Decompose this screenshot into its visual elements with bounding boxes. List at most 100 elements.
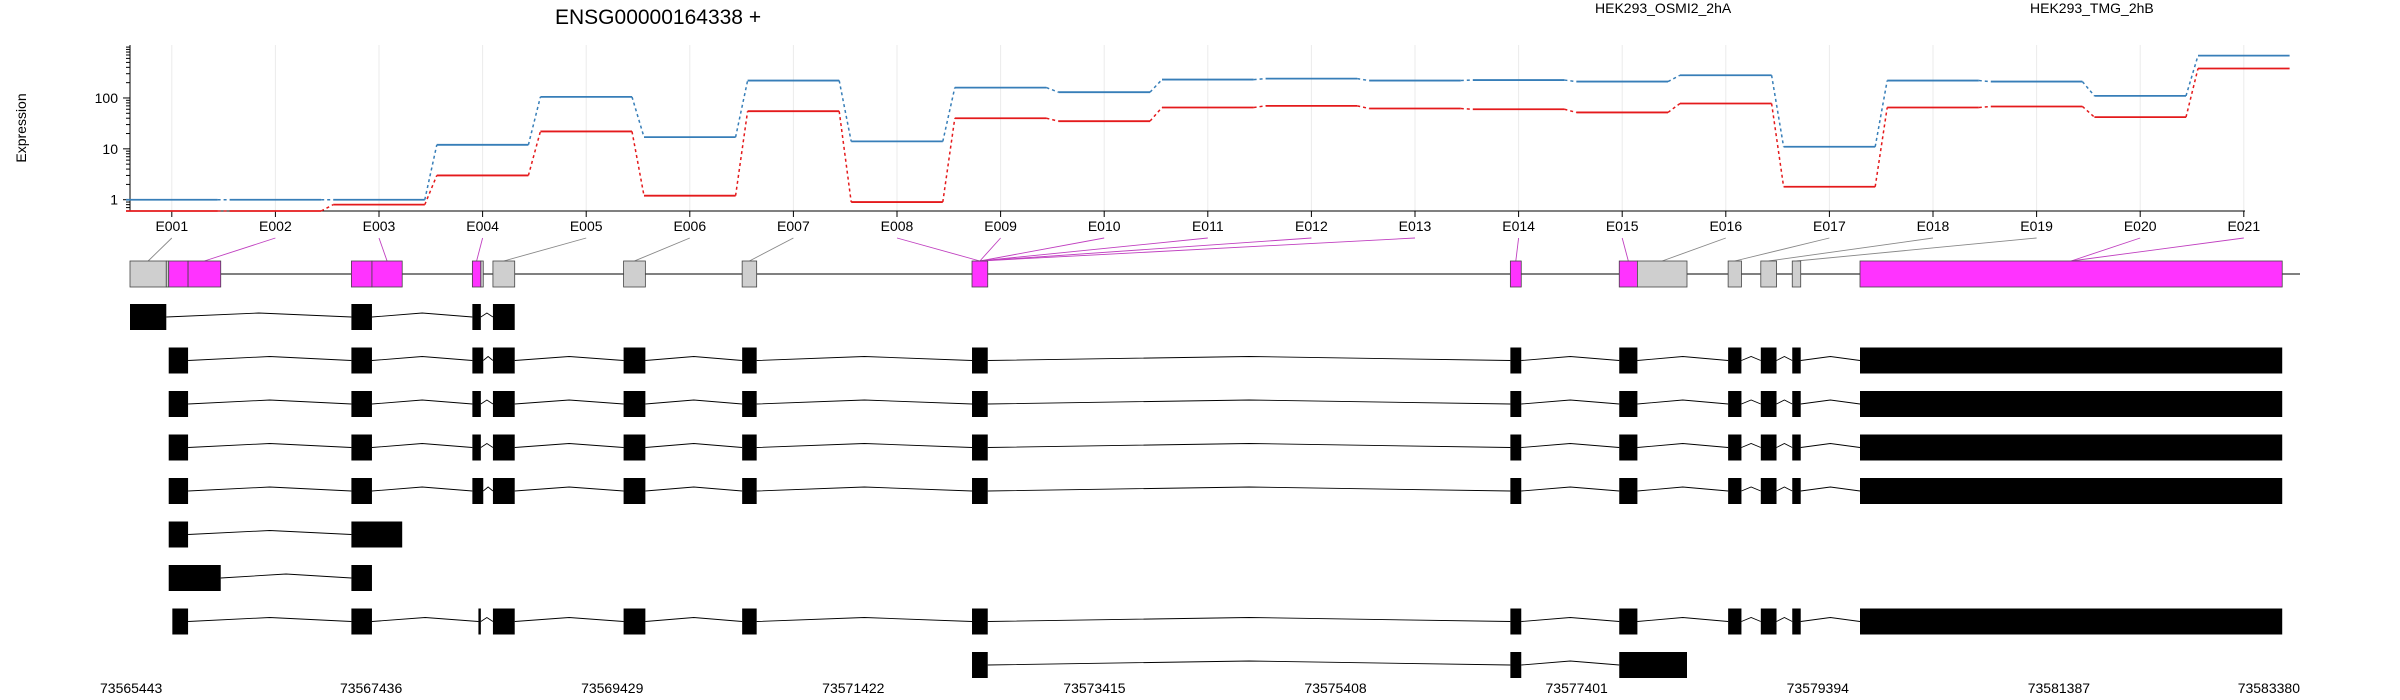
- transcript-intron: [645, 356, 743, 361]
- transcript-exon: [1792, 434, 1801, 461]
- connector-line: [979, 237, 1312, 262]
- series-osmi2: [126, 67, 2290, 212]
- x-tick-label-e002: E002: [259, 218, 292, 234]
- series-tmg: [126, 54, 2290, 201]
- connector-line: [2070, 237, 2141, 262]
- transcript-exon: [1510, 652, 1522, 678]
- transcript-intron: [1637, 356, 1729, 361]
- connector-line: [1734, 237, 1830, 262]
- transcript-intron: [1776, 442, 1793, 448]
- transcript-intron: [1776, 616, 1793, 622]
- transcript: [168, 391, 2283, 417]
- transcript: [168, 521, 403, 548]
- transcript-exon: [742, 391, 757, 417]
- transcript-exon: [1619, 608, 1638, 635]
- transcript-exon: [623, 347, 646, 374]
- transcript-intron: [645, 486, 743, 492]
- transcript-exon: [1859, 608, 2283, 635]
- transcript: [172, 608, 2283, 635]
- transcript-exon: [351, 391, 372, 417]
- transcript-intron: [756, 486, 973, 492]
- transcript-exon: [130, 304, 167, 330]
- x-tick-label-e001: E001: [155, 218, 188, 234]
- transcript-exon: [1619, 347, 1638, 374]
- transcript-intron: [1521, 399, 1620, 405]
- transcript-intron: [480, 399, 494, 405]
- connector-line: [1768, 237, 1934, 262]
- exonic-part: [1727, 260, 1742, 288]
- exonic-part: [971, 260, 989, 288]
- transcript-exon: [492, 478, 515, 504]
- transcript-intron: [987, 443, 1511, 448]
- transcript-exon: [1792, 608, 1801, 635]
- transcript-exon: [623, 434, 646, 461]
- transcript-exon: [1760, 434, 1777, 461]
- x-tick-label-e004: E004: [466, 218, 499, 234]
- transcript-exon: [478, 608, 481, 635]
- transcript-intron: [1800, 486, 1861, 492]
- transcript-exon: [1760, 347, 1777, 374]
- x-tick-label-e016: E016: [1709, 218, 1742, 234]
- exonic-part: [129, 260, 167, 288]
- transcript-exon: [1859, 478, 2283, 504]
- transcript-intron: [1521, 660, 1620, 666]
- exonic-part: [371, 260, 403, 288]
- series-transition: [1564, 108, 1577, 114]
- grid: [171, 45, 2245, 211]
- x-tick-label-e018: E018: [1917, 218, 1950, 234]
- transcript-exon: [472, 391, 481, 417]
- transcript-exon: [1510, 608, 1522, 635]
- transcript-exon: [351, 347, 372, 374]
- transcript-intron: [514, 443, 624, 448]
- transcript-intron: [188, 530, 352, 535]
- transcript-intron: [371, 617, 479, 622]
- transcript-intron: [514, 399, 624, 405]
- connector-line: [979, 237, 1208, 262]
- transcript-intron: [188, 399, 352, 405]
- transcript-exon: [492, 608, 515, 635]
- transcript-exon: [623, 478, 646, 504]
- transcript-intron: [188, 486, 352, 492]
- transcript-exon: [1728, 347, 1742, 374]
- transcript-intron: [371, 356, 473, 361]
- connector-line: [1796, 237, 2037, 262]
- exonic-part: [492, 260, 516, 288]
- transcript-intron: [1800, 356, 1861, 361]
- transcript-exon: [742, 434, 757, 461]
- transcript-intron: [1776, 399, 1793, 405]
- transcript-exon: [1792, 391, 1801, 417]
- transcript-exon: [168, 565, 221, 591]
- transcript-exon: [1728, 391, 1742, 417]
- transcript-exon: [742, 608, 757, 635]
- connector-line: [503, 237, 587, 262]
- transcript-exon: [1510, 434, 1522, 461]
- exonic-part: [623, 260, 646, 288]
- transcript-intron: [188, 443, 352, 448]
- transcript-intron: [1637, 443, 1729, 448]
- connector-line: [2071, 237, 2244, 262]
- transcript-exon: [472, 304, 481, 330]
- transcript-exon: [742, 478, 757, 504]
- coordinate-tick-label: 73567436: [340, 680, 403, 696]
- connector-line: [634, 237, 690, 262]
- connector-line: [1515, 237, 1520, 262]
- series-transition: [1046, 117, 1059, 122]
- genomic-coordinate-axis: 73565443 73567436 73569429 73571422 73573415…: [100, 680, 2300, 696]
- x-tick-label-e021: E021: [2227, 218, 2260, 234]
- series-transition: [942, 87, 956, 142]
- transcript-exon: [168, 347, 189, 374]
- transcript-intron: [756, 356, 973, 361]
- connector-line: [979, 237, 1416, 262]
- series-transition: [1874, 80, 1888, 147]
- transcript-exon: [1510, 347, 1522, 374]
- connector-line: [979, 237, 1001, 262]
- transcript-exon: [351, 434, 372, 461]
- transcript-exon: [1619, 391, 1638, 417]
- plot-axes: 1 10 100 E001 E002 E003 E004 E005 E006 E007 E008 E0…: [95, 45, 2260, 234]
- transcript-intron: [480, 616, 494, 622]
- x-tick-label-e017: E017: [1813, 218, 1846, 234]
- x-tick-label-e012: E012: [1295, 218, 1328, 234]
- x-tick-label-e008: E008: [881, 218, 914, 234]
- exonic-part: [1636, 260, 1688, 288]
- series-transition: [1253, 77, 1266, 81]
